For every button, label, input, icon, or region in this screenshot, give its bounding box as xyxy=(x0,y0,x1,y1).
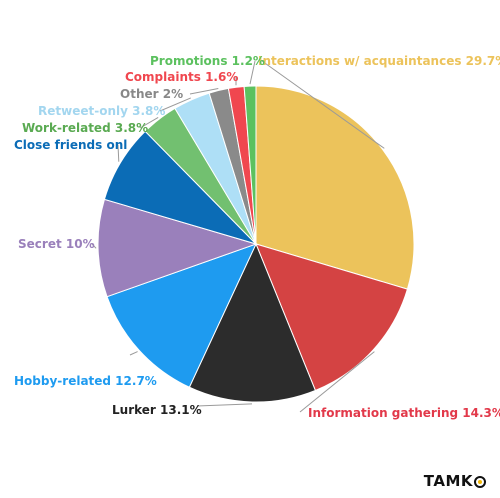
slice-label: Interactions w/ acquaintances 29.7% xyxy=(258,54,500,68)
leader-line xyxy=(139,116,159,129)
leader-line xyxy=(249,60,256,85)
pie-slice xyxy=(106,243,257,388)
slice-label: Secret 10% xyxy=(18,237,95,251)
slice-label: Promotions 1.2% xyxy=(150,54,265,68)
slice-label: Hobby-related 12.7% xyxy=(14,374,157,388)
slice-label: Work-related 3.8% xyxy=(22,121,148,135)
pie-slice xyxy=(255,85,415,290)
leader-line xyxy=(261,60,385,149)
slice-label: Information gathering 14.3% xyxy=(308,406,500,420)
watermark-logo: TAMK xyxy=(424,472,486,490)
leader-line xyxy=(196,403,253,407)
pie-slices xyxy=(97,85,415,403)
leader-line xyxy=(189,88,219,95)
slice-label: Complaints 1.6% xyxy=(125,70,238,84)
watermark-text: TAMK xyxy=(423,472,473,490)
ring-logo-icon xyxy=(474,476,486,488)
leader-line xyxy=(129,351,138,356)
leader-line xyxy=(91,243,97,249)
leader-line xyxy=(117,144,120,162)
leader-line xyxy=(299,351,375,413)
pie-slice xyxy=(243,85,257,245)
slice-label: Other 2% xyxy=(120,87,183,101)
slice-label: Lurker 13.1% xyxy=(112,403,202,417)
slice-label: Retweet-only 3.8% xyxy=(38,104,165,118)
slice-label: Close friends onl xyxy=(14,138,127,152)
leader-line xyxy=(159,97,191,112)
pie-slice xyxy=(97,198,258,298)
slice-labels: Interactions w/ acquaintances 29.7% Infor… xyxy=(14,54,500,420)
pie-slice xyxy=(188,242,317,403)
pie-slice xyxy=(255,243,409,392)
leader-lines xyxy=(91,60,385,413)
